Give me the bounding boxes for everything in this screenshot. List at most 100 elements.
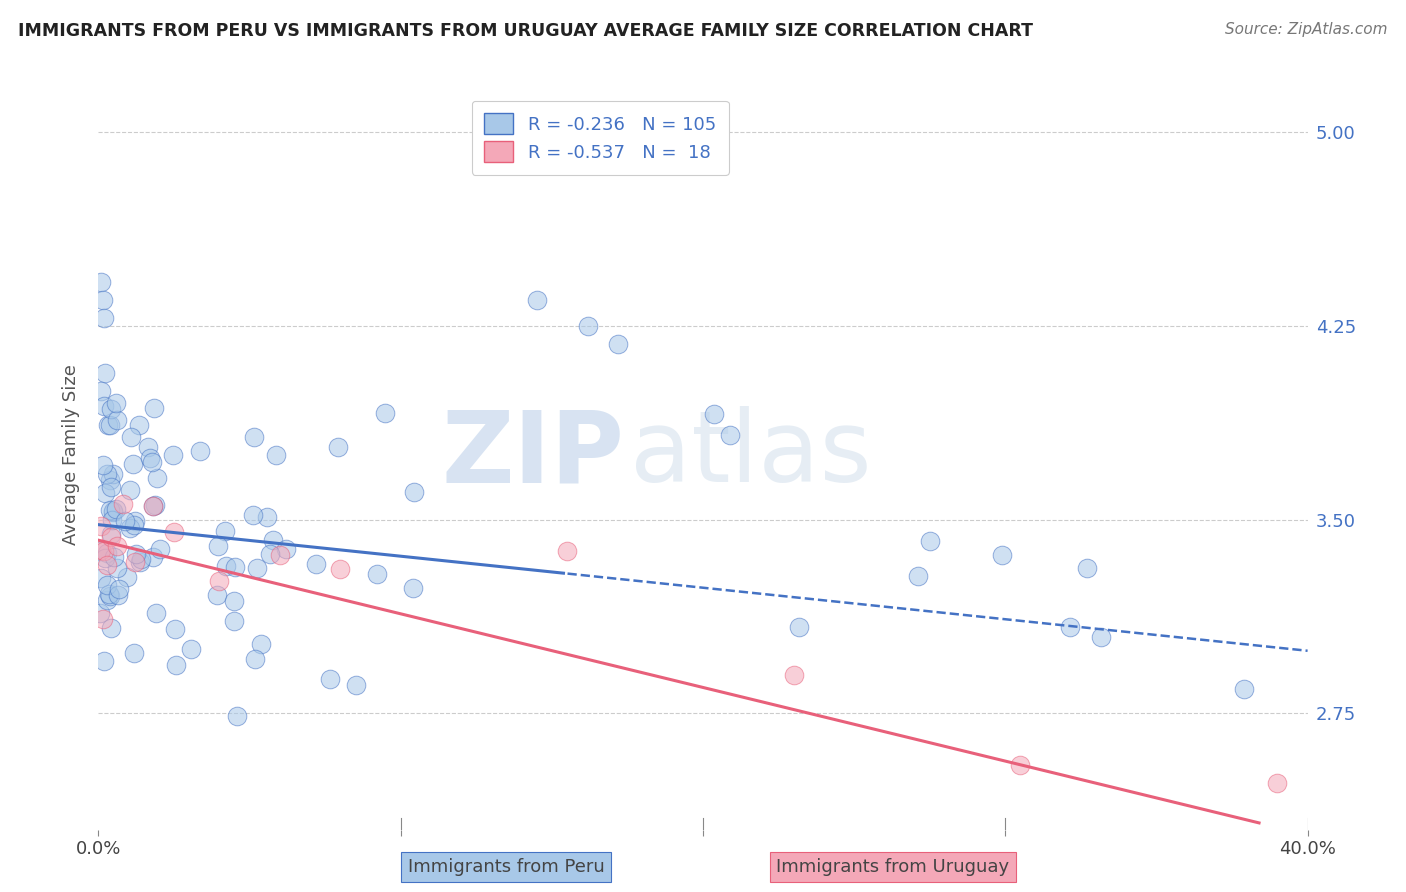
Point xyxy=(96,546,118,560)
Point xyxy=(262,533,284,548)
Point xyxy=(115,570,138,584)
Point xyxy=(93,310,115,325)
Point xyxy=(94,366,117,380)
Point xyxy=(250,637,273,651)
Point xyxy=(104,396,127,410)
Point xyxy=(1090,630,1112,644)
Point xyxy=(207,588,229,602)
Point xyxy=(90,519,112,533)
Point xyxy=(93,399,115,413)
Point xyxy=(163,525,186,540)
Point xyxy=(107,588,129,602)
Point xyxy=(703,407,725,421)
Point xyxy=(274,542,297,557)
Text: Immigrants from Uruguay: Immigrants from Uruguay xyxy=(776,858,1010,876)
Point xyxy=(100,473,122,487)
Point xyxy=(96,467,118,482)
Point xyxy=(576,318,599,333)
Point xyxy=(97,587,120,601)
Point xyxy=(318,672,340,686)
Point xyxy=(1059,620,1081,634)
Point xyxy=(344,678,367,692)
Point xyxy=(98,417,121,432)
Point xyxy=(124,514,146,528)
Point xyxy=(142,500,165,514)
Point xyxy=(100,480,122,494)
Point xyxy=(783,667,806,681)
Point xyxy=(105,412,128,426)
Point xyxy=(91,458,114,472)
Point xyxy=(124,517,146,532)
Point xyxy=(145,606,167,620)
Point xyxy=(907,568,929,582)
Point xyxy=(124,555,146,569)
Point xyxy=(226,708,249,723)
Point xyxy=(162,448,184,462)
Point xyxy=(100,530,122,544)
Point xyxy=(89,606,111,620)
Point xyxy=(105,561,128,575)
Text: atlas: atlas xyxy=(630,407,872,503)
Point xyxy=(108,582,131,596)
Point xyxy=(366,566,388,581)
Point xyxy=(555,543,578,558)
Point xyxy=(101,467,124,482)
Point xyxy=(94,550,117,565)
Point xyxy=(128,555,150,569)
Point xyxy=(136,440,159,454)
Point xyxy=(146,471,169,485)
Point xyxy=(91,612,114,626)
Point xyxy=(991,548,1014,562)
Point xyxy=(90,384,112,398)
Legend: R = -0.236   N = 105, R = -0.537   N =  18: R = -0.236 N = 105, R = -0.537 N = 18 xyxy=(472,101,728,175)
Point xyxy=(100,621,122,635)
Point xyxy=(224,559,246,574)
Point xyxy=(93,544,115,558)
Text: Immigrants from Peru: Immigrants from Peru xyxy=(408,858,605,876)
Point xyxy=(89,544,111,558)
Point xyxy=(1267,776,1289,790)
Point xyxy=(98,589,121,603)
Point xyxy=(165,658,187,673)
Point xyxy=(326,440,349,454)
Point xyxy=(607,336,630,351)
Point xyxy=(718,427,741,442)
Point xyxy=(526,293,548,307)
Point xyxy=(259,547,281,561)
Point xyxy=(143,498,166,512)
Point xyxy=(129,551,152,566)
Point xyxy=(90,571,112,585)
Point xyxy=(96,558,118,572)
Point xyxy=(329,562,352,576)
Point xyxy=(402,581,425,595)
Point xyxy=(188,443,211,458)
Point xyxy=(100,401,122,416)
Point xyxy=(105,539,128,553)
Point xyxy=(103,505,125,519)
Point xyxy=(96,578,118,592)
Point xyxy=(269,548,291,562)
Text: IMMIGRANTS FROM PERU VS IMMIGRANTS FROM URUGUAY AVERAGE FAMILY SIZE CORRELATION : IMMIGRANTS FROM PERU VS IMMIGRANTS FROM … xyxy=(18,22,1033,40)
Point xyxy=(264,448,287,462)
Point xyxy=(1076,561,1098,575)
Point xyxy=(207,540,229,554)
Point xyxy=(111,497,134,511)
Point xyxy=(105,502,128,516)
Point xyxy=(214,559,236,574)
Point xyxy=(118,521,141,535)
Point xyxy=(120,483,142,497)
Point xyxy=(98,503,121,517)
Point xyxy=(120,430,142,444)
Point xyxy=(246,561,269,575)
Point xyxy=(101,513,124,527)
Point xyxy=(214,524,236,539)
Point xyxy=(245,651,267,665)
Point xyxy=(103,549,125,564)
Point xyxy=(242,508,264,523)
Point xyxy=(142,550,165,565)
Point xyxy=(787,620,810,634)
Point xyxy=(141,455,163,469)
Point xyxy=(1010,758,1032,772)
Point xyxy=(920,533,942,548)
Point xyxy=(142,499,165,513)
